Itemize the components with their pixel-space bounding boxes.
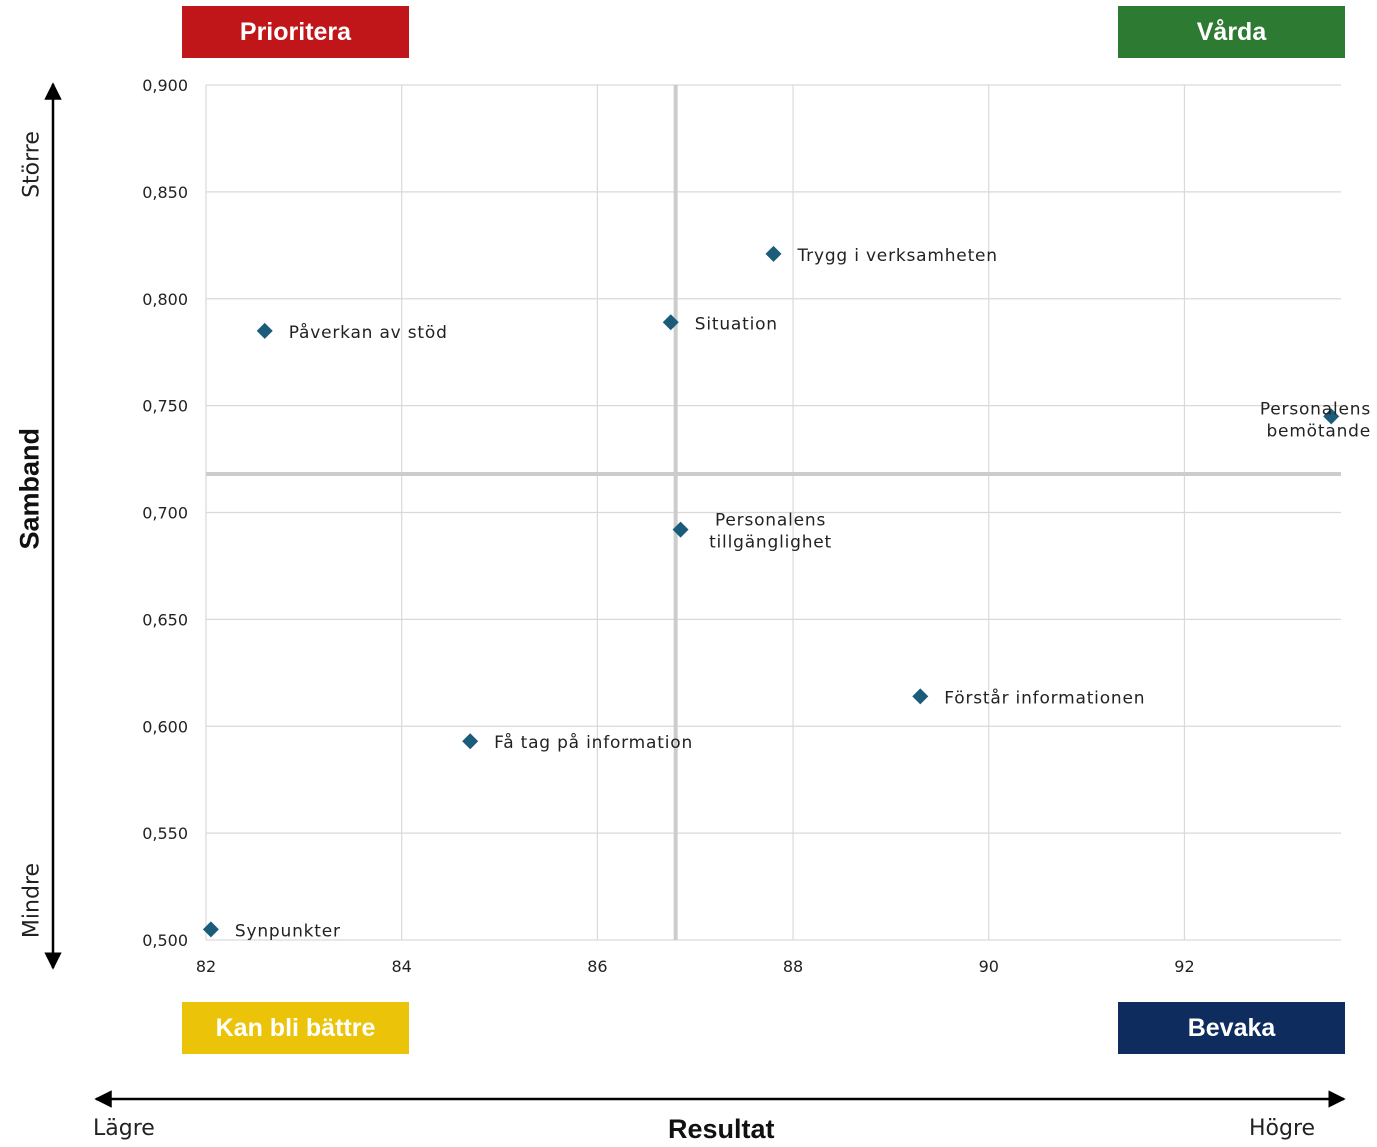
data-point: Synpunkter [202, 921, 341, 941]
y-tick-label: 0,550 [142, 824, 188, 843]
x-tick-label: 88 [783, 957, 803, 976]
y-tick-label: 0,650 [142, 610, 188, 629]
y-tick-label: 0,900 [142, 76, 188, 95]
quadrant-kan-bli-battre: Kan bli bättre [182, 1002, 409, 1054]
point-label: Förstår informationen [944, 687, 1145, 708]
diamond-marker [202, 921, 219, 938]
quadrant-label: Bevaka [1187, 1013, 1276, 1042]
quadrant-label: Prioritera [239, 17, 352, 46]
data-point: Få tag på information [462, 732, 693, 753]
diamond-marker [662, 314, 679, 331]
x-guide-high-label: Högre [1249, 1116, 1316, 1141]
y-tick-label: 0,800 [142, 290, 188, 309]
y-tick-labels: 0,500 0,550 0,600 0,650 0,700 0,750 0,800 0,850… [142, 76, 188, 950]
x-tick-label: 82 [196, 957, 216, 976]
diamond-marker [462, 733, 479, 750]
x-tick-label: 90 [979, 957, 999, 976]
x-tick-label: 84 [392, 957, 412, 976]
diamond-marker [672, 521, 689, 538]
point-label: Synpunkter [235, 921, 341, 941]
x-tick-label: 92 [1174, 957, 1194, 976]
y-tick-label: 0,750 [142, 397, 188, 416]
diamond-marker [765, 245, 782, 262]
point-label: Få tag på information [494, 732, 693, 753]
y-tick-label: 0,500 [142, 931, 188, 950]
quadrant-bevaka: Bevaka [1118, 1002, 1345, 1054]
data-point: Påverkan av stöd [256, 322, 448, 343]
data-point: Förstår informationen [912, 687, 1145, 708]
data-points: Trygg i verksamheten Situation Påverkan av… [202, 245, 1371, 941]
point-label: Situation [695, 314, 778, 334]
diamond-marker [1323, 408, 1340, 425]
point-label: Personalens bemötande [1260, 399, 1371, 441]
reference-lines [206, 85, 1341, 940]
diamond-marker [256, 322, 273, 339]
point-label: Trygg i verksamheten [797, 246, 998, 266]
x-guide-low-label: Lägre [93, 1116, 155, 1141]
quadrant-label: Kan bli bättre [215, 1013, 376, 1042]
quadrant-prioritera: Prioritera [182, 6, 409, 58]
point-label: Personalens tillgänglighet [709, 511, 832, 553]
quadrant-varda: Vårda [1118, 6, 1345, 58]
x-tick-labels: 82 84 86 88 90 92 [196, 957, 1195, 976]
point-label: Påverkan av stöd [289, 322, 448, 343]
data-point: Personalens bemötande [1260, 399, 1371, 441]
data-point: Situation [662, 314, 778, 334]
data-point: Trygg i verksamheten [765, 245, 998, 266]
y-tick-label: 0,700 [142, 504, 188, 523]
quadrant-label: Vårda [1196, 17, 1267, 46]
y-tick-label: 0,600 [142, 717, 188, 736]
diamond-marker [912, 688, 929, 705]
data-point: Personalens tillgänglighet [672, 511, 832, 553]
x-tick-label: 86 [587, 957, 607, 976]
grid-lines [205, 84, 1341, 941]
y-tick-label: 0,850 [142, 183, 188, 202]
x-guide-title: Resultat [668, 1114, 775, 1144]
